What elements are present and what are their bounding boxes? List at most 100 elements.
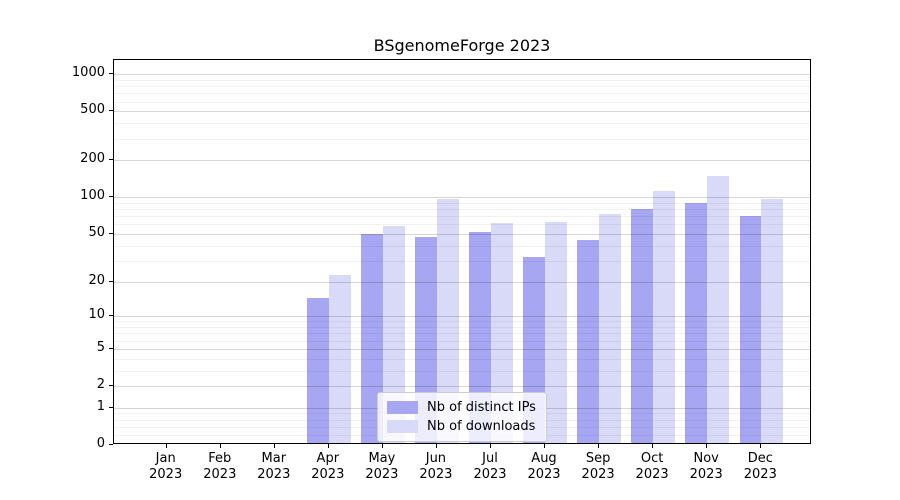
gridline-minor xyxy=(114,245,810,247)
x-tick-mark xyxy=(706,444,708,448)
y-tick-label-200: 200 xyxy=(80,151,105,167)
gridline-major-1000 xyxy=(114,74,810,76)
x-tick-label-sep-2023: Sep 2023 xyxy=(581,451,615,482)
gridline-major-200 xyxy=(114,160,810,162)
x-tick-label-aug-2023: Aug 2023 xyxy=(527,451,561,482)
legend-swatch-distinct-ips xyxy=(387,401,418,414)
x-tick-mark xyxy=(760,444,762,448)
x-tick-mark xyxy=(490,444,491,448)
gridline-major-100 xyxy=(114,197,810,199)
gridline-minor xyxy=(114,224,810,226)
y-tick-label-50: 50 xyxy=(88,224,105,240)
gridline-minor xyxy=(114,260,810,262)
y-tick-mark xyxy=(109,280,113,282)
y-tick-label-2: 2 xyxy=(96,377,105,392)
y-tick-mark xyxy=(109,347,113,349)
y-tick-label-100: 100 xyxy=(80,188,105,204)
gridline-minor xyxy=(114,209,810,211)
x-tick-mark xyxy=(165,444,167,448)
bar-nb-of-downloads-jul-2023 xyxy=(491,223,513,443)
y-tick-mark xyxy=(109,232,113,234)
gridline-minor xyxy=(114,93,810,95)
y-tick-label-10: 10 xyxy=(88,307,105,323)
x-tick-mark xyxy=(652,444,654,448)
legend-label-distinct-ips: Nb of distinct IPs xyxy=(427,400,536,415)
x-tick-mark xyxy=(219,444,221,448)
gridline-minor xyxy=(114,216,810,218)
x-tick-label-feb-2023: Feb 2023 xyxy=(203,451,237,482)
bar-nb-of-distinct-ips-apr-2023 xyxy=(307,297,329,443)
x-tick-mark xyxy=(598,444,600,448)
gridline-minor xyxy=(114,321,810,323)
gridline-major-500 xyxy=(114,111,810,113)
gridline-major-20 xyxy=(114,281,810,283)
x-tick-label-jan-2023: Jan 2023 xyxy=(149,451,183,482)
bar-nb-of-downloads-nov-2023 xyxy=(707,176,729,443)
gridline-minor xyxy=(114,86,810,87)
y-tick-label-1000: 1000 xyxy=(71,65,105,81)
bar-nb-of-distinct-ips-oct-2023 xyxy=(631,209,654,443)
bar-nb-of-downloads-may-2023 xyxy=(382,225,405,443)
gridline-minor xyxy=(114,340,810,342)
y-tick-mark xyxy=(109,73,113,75)
gridline-minor xyxy=(114,79,810,81)
bar-nb-of-distinct-ips-jun-2023 xyxy=(415,237,437,443)
x-tick-label-may-2023: May 2023 xyxy=(365,451,399,482)
y-tick-mark xyxy=(109,110,113,112)
bar-nb-of-downloads-apr-2023 xyxy=(328,274,351,443)
y-tick-mark xyxy=(109,385,113,386)
x-tick-label-dec-2023: Dec 2023 xyxy=(743,451,777,482)
gridline-major-5 xyxy=(114,348,810,350)
x-tick-mark xyxy=(273,444,275,448)
x-tick-label-mar-2023: Mar 2023 xyxy=(257,451,291,482)
x-tick-label-jul-2023: Jul 2023 xyxy=(473,451,507,482)
chart-title: BSgenomeForge 2023 xyxy=(373,36,551,55)
y-tick-mark xyxy=(109,406,113,408)
legend-entry-downloads: Nb of downloads xyxy=(387,417,537,436)
gridline-minor xyxy=(114,138,810,140)
y-tick-mark xyxy=(109,196,113,198)
x-tick-label-apr-2023: Apr 2023 xyxy=(311,451,345,482)
bar-nb-of-distinct-ips-nov-2023 xyxy=(685,202,708,443)
y-tick-label-5: 5 xyxy=(96,339,105,355)
plot-area xyxy=(113,59,811,444)
gridline-minor xyxy=(114,358,810,360)
y-tick-label-500: 500 xyxy=(80,102,105,118)
gridline-major-10 xyxy=(114,316,810,318)
legend-entry-distinct-ips: Nb of distinct IPs xyxy=(387,398,537,417)
bar-nb-of-distinct-ips-jul-2023 xyxy=(469,231,491,443)
gridline-major-2 xyxy=(114,386,810,387)
bar-nb-of-downloads-aug-2023 xyxy=(545,222,567,443)
x-tick-mark xyxy=(435,444,437,448)
gridline-major-50 xyxy=(114,233,810,235)
x-tick-label-nov-2023: Nov 2023 xyxy=(689,451,723,482)
y-tick-mark xyxy=(109,159,113,161)
bar-nb-of-downloads-sep-2023 xyxy=(599,214,621,443)
legend-label-downloads: Nb of downloads xyxy=(427,419,536,434)
y-tick-mark xyxy=(109,444,113,445)
x-tick-label-oct-2023: Oct 2023 xyxy=(635,451,669,482)
legend-swatch-downloads xyxy=(387,420,418,433)
gridline-minor xyxy=(114,101,810,103)
bar-nb-of-distinct-ips-may-2023 xyxy=(361,234,383,443)
y-tick-label-0: 0 xyxy=(96,436,105,451)
gridline-minor xyxy=(114,333,810,335)
y-tick-mark xyxy=(109,315,113,317)
gridline-minor xyxy=(114,370,810,372)
bar-nb-of-downloads-oct-2023 xyxy=(653,191,675,443)
x-tick-mark xyxy=(544,444,545,448)
y-tick-label-20: 20 xyxy=(88,272,105,288)
bar-nb-of-distinct-ips-dec-2023 xyxy=(739,215,762,443)
bar-nb-of-downloads-dec-2023 xyxy=(761,199,784,443)
x-tick-mark xyxy=(381,444,383,448)
gridline-minor xyxy=(114,202,810,204)
gridline-minor xyxy=(114,123,810,125)
x-tick-mark xyxy=(327,444,329,448)
x-tick-label-jun-2023: Jun 2023 xyxy=(419,451,453,482)
y-tick-label-1: 1 xyxy=(96,398,105,414)
legend: Nb of distinct IPs Nb of downloads xyxy=(377,392,547,442)
bar-nb-of-distinct-ips-sep-2023 xyxy=(577,239,600,443)
bar-nb-of-downloads-jun-2023 xyxy=(436,198,459,443)
gridline-minor xyxy=(114,327,810,328)
